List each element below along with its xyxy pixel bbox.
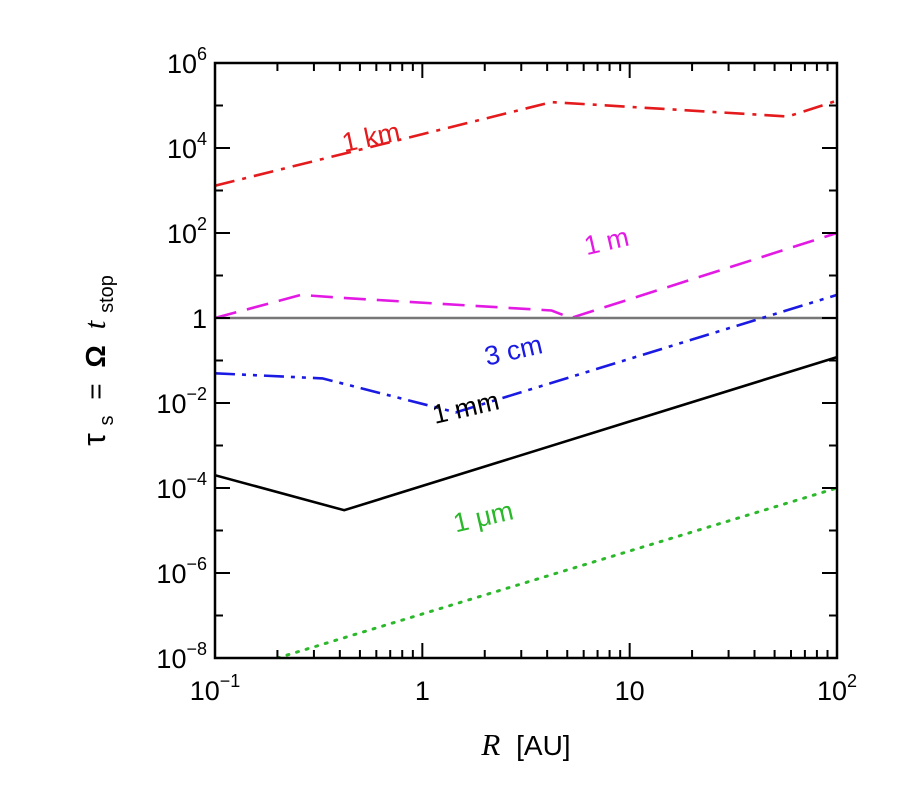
series-line-0 bbox=[215, 99, 837, 187]
series-label-layer: 1 km 1 m 3 cm 1 mm 1 μm bbox=[339, 116, 632, 538]
x-axis-variable: R bbox=[480, 727, 500, 762]
series-label-1: 1 m bbox=[581, 222, 632, 261]
series-label-4: 1 mm bbox=[430, 385, 503, 429]
series-line-5 bbox=[275, 486, 837, 658]
series-line-3 bbox=[215, 293, 837, 414]
y-axis-t: t bbox=[77, 319, 112, 329]
y-tick-label-7: 106 bbox=[167, 44, 207, 79]
y-axis-t-subscript: stop bbox=[96, 275, 118, 313]
series-label-0: 1 km bbox=[339, 116, 402, 158]
series-label-5: 1 μm bbox=[450, 495, 516, 538]
x-tick-label-3: 102 bbox=[817, 671, 857, 706]
x-tick-label-1: 1 bbox=[415, 676, 430, 706]
y-tick-label-4: 1 bbox=[192, 304, 207, 334]
y-axis-omega: Ω bbox=[80, 345, 111, 367]
x-axis-unit: [AU] bbox=[516, 730, 570, 761]
y-tick-label-1: 10−6 bbox=[156, 554, 207, 589]
x-tick-label-2: 10 bbox=[615, 676, 645, 706]
y-tick-label-6: 104 bbox=[167, 129, 207, 164]
series-layer bbox=[215, 99, 837, 658]
y-axis-title: τ s = Ω t stop bbox=[76, 275, 119, 446]
y-tick-label-3: 10−2 bbox=[156, 384, 207, 419]
series-line-4 bbox=[215, 355, 837, 512]
y-tick-label-5: 102 bbox=[167, 214, 207, 249]
tick-label-layer: 10−1 1 10 102 10−8 10−6 10−4 10−2 1 102 104 106 bbox=[156, 44, 857, 706]
series-label-3: 3 cm bbox=[482, 329, 546, 371]
y-axis-tau: τ bbox=[76, 433, 112, 446]
x-axis-title: R [AU] bbox=[480, 727, 570, 762]
tick-layer bbox=[214, 62, 837, 659]
y-tick-label-2: 10−4 bbox=[156, 469, 207, 504]
y-tick-label-0: 10−8 bbox=[156, 639, 207, 674]
y-axis-equals: = bbox=[80, 383, 111, 399]
x-tick-label-0: 10−1 bbox=[190, 671, 241, 706]
series-line-1 bbox=[215, 231, 837, 320]
y-axis-tau-subscript: s bbox=[96, 415, 118, 425]
